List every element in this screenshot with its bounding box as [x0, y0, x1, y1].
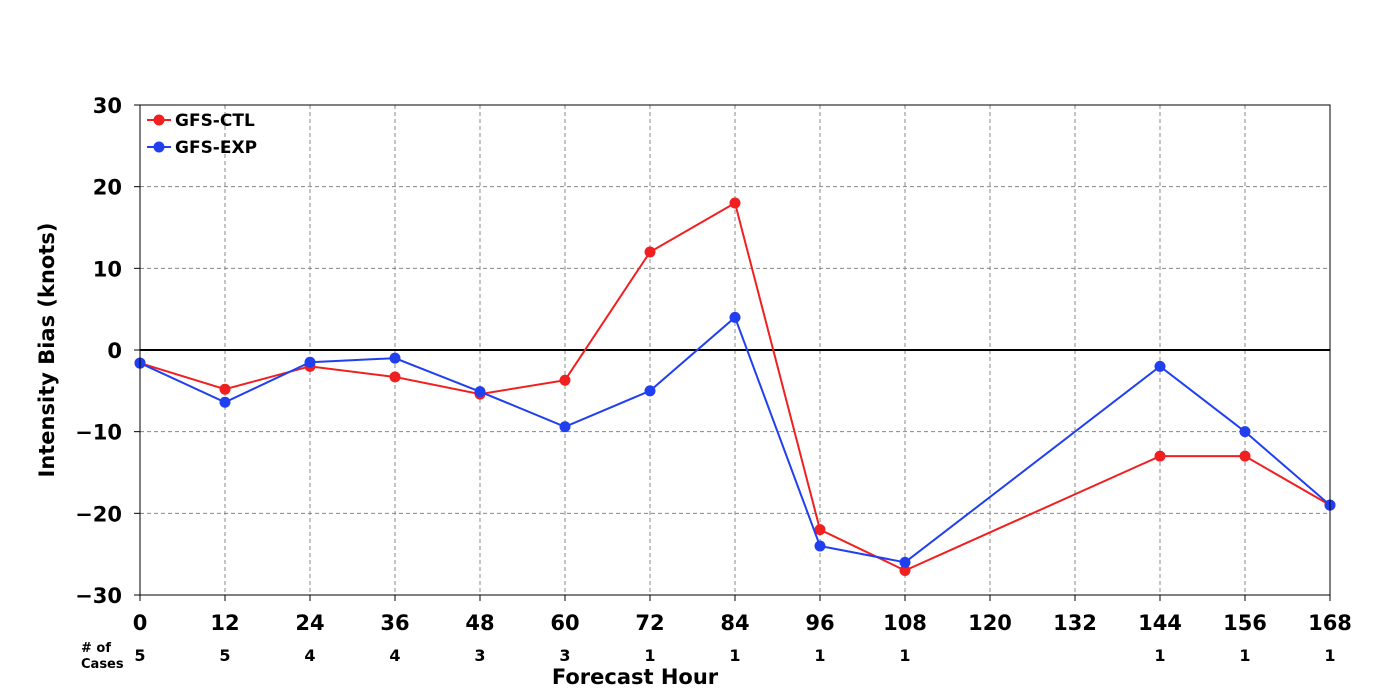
- cases-label-line1: # of: [81, 641, 111, 656]
- y-tick-label: 20: [93, 176, 122, 200]
- y-tick-label: −30: [75, 584, 122, 608]
- case-count: 3: [559, 646, 570, 665]
- data-point: [1154, 360, 1166, 372]
- legend: GFS-CTL GFS-EXP: [147, 111, 257, 158]
- y-tick-label: 0: [107, 339, 122, 363]
- data-point: [559, 374, 571, 386]
- tick-labels: 0 12 24 36 48 60 72 84 96 108 120 132 144 156 168 −30 −2…: [75, 94, 1352, 635]
- x-tick-label: 0: [133, 611, 148, 635]
- case-count: 3: [474, 646, 485, 665]
- cases-label-line2: Cases: [81, 657, 124, 672]
- x-tick-label: 156: [1223, 611, 1267, 635]
- y-tick-label: 10: [93, 257, 122, 281]
- x-tick-label: 168: [1308, 611, 1352, 635]
- data-point: [1154, 450, 1166, 462]
- data-point: [474, 386, 486, 398]
- data-point: [1239, 426, 1251, 438]
- data-point: [644, 246, 656, 258]
- y-tick-label: 30: [93, 94, 122, 118]
- data-point: [814, 540, 826, 552]
- data-point: [729, 311, 741, 323]
- data-point: [644, 385, 656, 397]
- data-point: [1239, 450, 1251, 462]
- series-layer: [134, 197, 1336, 576]
- data-point: [814, 524, 826, 536]
- y-tick-label: −10: [75, 421, 122, 445]
- data-point: [219, 396, 231, 408]
- data-point: [559, 421, 571, 433]
- case-count: 1: [1154, 646, 1165, 665]
- case-count: 1: [729, 646, 740, 665]
- case-count: 5: [219, 646, 230, 665]
- data-point: [899, 565, 911, 576]
- case-count: 1: [814, 646, 825, 665]
- legend-label: GFS-CTL: [175, 111, 255, 131]
- x-tick-label: 132: [1053, 611, 1097, 635]
- data-point: [899, 556, 911, 568]
- x-tick-label: 36: [380, 611, 409, 635]
- x-tick-label: 120: [968, 611, 1012, 635]
- x-tick-label: 24: [295, 611, 324, 635]
- legend-marker: [153, 114, 165, 126]
- x-tick-label: 60: [550, 611, 579, 635]
- x-tick-label: 12: [210, 611, 239, 635]
- case-count: 1: [1239, 646, 1250, 665]
- data-point: [389, 352, 401, 364]
- legend-entry-gfs-exp: GFS-EXP: [147, 138, 257, 158]
- x-tick-label: 48: [465, 611, 494, 635]
- x-axis-label: Forecast Hour: [552, 665, 719, 689]
- data-point: [219, 383, 231, 395]
- x-tick-label: 84: [720, 611, 749, 635]
- case-count: 1: [899, 646, 910, 665]
- legend-label: GFS-EXP: [175, 138, 257, 158]
- legend-marker: [153, 141, 165, 153]
- case-count: 5: [134, 646, 145, 665]
- case-counts: # of Cases 5 5 4 4 3 3 1 1 1 1 1 1 1: [81, 641, 1336, 672]
- x-tick-label: 96: [805, 611, 834, 635]
- y-tick-label: −20: [75, 502, 122, 526]
- data-point: [389, 371, 401, 383]
- data-point: [304, 356, 316, 368]
- series-gfs-exp: [134, 311, 1336, 568]
- x-tick-label: 72: [635, 611, 664, 635]
- legend-entry-gfs-ctl: GFS-CTL: [147, 111, 255, 131]
- case-count: 1: [644, 646, 655, 665]
- x-tick-label: 144: [1138, 611, 1182, 635]
- data-point: [729, 197, 741, 209]
- case-count: 1: [1324, 646, 1335, 665]
- case-count: 4: [304, 646, 315, 665]
- x-tick-label: 108: [883, 611, 927, 635]
- y-axis-label: Intensity Bias (knots): [35, 223, 59, 478]
- case-count: 4: [389, 646, 400, 665]
